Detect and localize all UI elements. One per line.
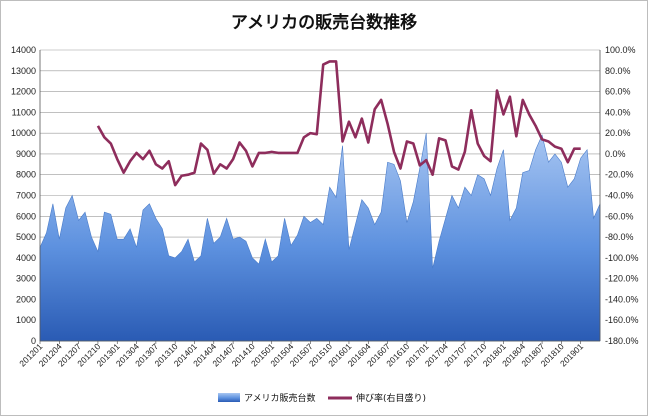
right-tick-label: -180.0% bbox=[605, 336, 639, 346]
series-sales-area bbox=[39, 133, 601, 342]
right-tick-label: -160.0% bbox=[605, 315, 639, 325]
right-tick-label: -80.0% bbox=[605, 232, 634, 242]
x-axis-ticks: 2012012012042012072012102013012013042013… bbox=[17, 341, 585, 368]
left-tick-label: 14000 bbox=[11, 45, 36, 55]
left-tick-label: 1000 bbox=[16, 315, 36, 325]
left-tick-label: 12000 bbox=[11, 87, 36, 97]
legend-label-growth: 伸び率(右目盛り) bbox=[356, 392, 426, 404]
left-tick-label: 7000 bbox=[16, 191, 36, 201]
right-tick-label: 80.0% bbox=[605, 66, 631, 76]
right-tick-label: -140.0% bbox=[605, 294, 639, 304]
right-tick-label: 60.0% bbox=[605, 87, 631, 97]
right-tick-label: 20.0% bbox=[605, 128, 631, 138]
left-tick-label: 13000 bbox=[11, 66, 36, 76]
right-tick-label: 40.0% bbox=[605, 107, 631, 117]
right-tick-label: -120.0% bbox=[605, 274, 639, 284]
right-tick-label: 0.0% bbox=[605, 149, 626, 159]
axis-lines bbox=[39, 50, 601, 342]
left-axis-ticks: 0 1000 2000 3000 4000 5000 6000 7000 8000 9000 100… bbox=[11, 45, 36, 346]
left-tick-label: 0 bbox=[31, 336, 36, 346]
series-growth-line bbox=[96, 60, 581, 187]
left-tick-label: 11000 bbox=[12, 107, 36, 117]
right-tick-label: 100.0% bbox=[605, 45, 636, 55]
legend: アメリカ販売台数 伸び率(右目盛り) bbox=[218, 392, 426, 404]
left-tick-label: 9000 bbox=[16, 149, 36, 159]
left-tick-label: 4000 bbox=[16, 253, 36, 263]
line-growth bbox=[96, 60, 581, 187]
right-axis-ticks: 100.0% 80.0% 60.0% 40.0% 20.0% 0.0% -20.0% -40.… bbox=[605, 45, 639, 346]
area-sales bbox=[39, 133, 601, 342]
right-tick-label: -20.0% bbox=[605, 170, 634, 180]
left-tick-label: 10000 bbox=[11, 128, 36, 138]
legend-swatch-sales bbox=[218, 393, 240, 402]
left-tick-label: 5000 bbox=[16, 232, 36, 242]
right-tick-label: -60.0% bbox=[605, 211, 634, 221]
left-tick-label: 8000 bbox=[16, 170, 36, 180]
left-tick-label: 6000 bbox=[16, 211, 36, 221]
left-tick-label: 3000 bbox=[16, 274, 36, 284]
right-tick-label: -100.0% bbox=[605, 253, 639, 263]
right-tick-label: -40.0% bbox=[605, 191, 634, 201]
legend-label-sales: アメリカ販売台数 bbox=[244, 392, 316, 404]
left-tick-label: 2000 bbox=[16, 294, 36, 304]
chart-title: アメリカの販売台数推移 bbox=[231, 12, 417, 33]
